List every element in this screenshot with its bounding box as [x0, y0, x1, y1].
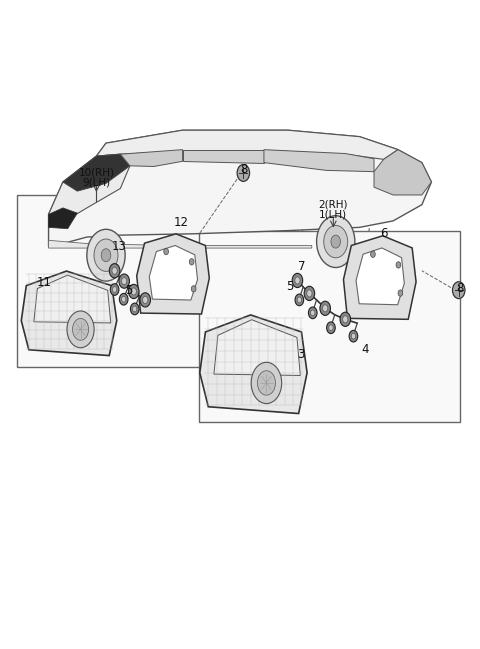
- Circle shape: [351, 333, 356, 339]
- Circle shape: [329, 324, 333, 330]
- Circle shape: [295, 294, 304, 306]
- Circle shape: [101, 249, 111, 262]
- Polygon shape: [137, 234, 209, 314]
- Circle shape: [129, 284, 139, 299]
- Bar: [199, 230, 460, 422]
- Text: 8: 8: [456, 282, 464, 295]
- Circle shape: [112, 267, 117, 275]
- Circle shape: [140, 293, 151, 307]
- Circle shape: [371, 251, 375, 258]
- Polygon shape: [34, 275, 111, 323]
- Text: 9(LH): 9(LH): [83, 177, 110, 187]
- Text: 6: 6: [380, 227, 387, 240]
- Text: 1(LH): 1(LH): [319, 210, 348, 219]
- Text: 11: 11: [36, 276, 51, 289]
- Text: 5: 5: [287, 280, 294, 293]
- Polygon shape: [200, 315, 307, 413]
- Circle shape: [109, 263, 120, 278]
- Circle shape: [453, 282, 465, 299]
- Circle shape: [323, 305, 328, 312]
- Circle shape: [292, 273, 303, 288]
- Circle shape: [94, 239, 118, 271]
- Circle shape: [349, 330, 358, 342]
- Circle shape: [295, 277, 300, 284]
- Polygon shape: [21, 271, 117, 356]
- Circle shape: [320, 301, 330, 315]
- Circle shape: [120, 293, 128, 305]
- Circle shape: [317, 215, 355, 267]
- Polygon shape: [182, 150, 264, 163]
- Circle shape: [309, 307, 317, 319]
- Polygon shape: [48, 240, 312, 248]
- Circle shape: [237, 165, 250, 181]
- Circle shape: [398, 290, 403, 297]
- Polygon shape: [264, 150, 374, 172]
- Circle shape: [119, 274, 130, 288]
- Polygon shape: [149, 245, 198, 300]
- Polygon shape: [374, 150, 432, 195]
- Circle shape: [343, 316, 348, 323]
- Circle shape: [132, 306, 137, 312]
- Circle shape: [297, 297, 301, 303]
- Circle shape: [396, 262, 401, 268]
- Circle shape: [121, 297, 126, 302]
- Polygon shape: [48, 208, 77, 228]
- Text: 4: 4: [361, 343, 369, 356]
- Circle shape: [67, 311, 94, 348]
- Circle shape: [131, 288, 136, 295]
- Text: 12: 12: [174, 215, 189, 228]
- Text: 13: 13: [112, 240, 127, 253]
- Text: 3: 3: [298, 349, 305, 361]
- Polygon shape: [48, 130, 432, 247]
- Circle shape: [340, 312, 350, 326]
- Circle shape: [121, 278, 127, 285]
- Polygon shape: [214, 320, 300, 376]
- Polygon shape: [356, 248, 404, 305]
- Polygon shape: [96, 130, 398, 160]
- Polygon shape: [48, 154, 130, 227]
- Circle shape: [143, 297, 148, 304]
- Circle shape: [331, 235, 340, 248]
- Circle shape: [307, 290, 312, 297]
- Polygon shape: [63, 154, 130, 191]
- Circle shape: [72, 319, 89, 340]
- Circle shape: [324, 225, 348, 258]
- Circle shape: [131, 303, 139, 315]
- Circle shape: [257, 371, 276, 395]
- Text: 2(RH): 2(RH): [319, 200, 348, 210]
- Circle shape: [311, 310, 315, 316]
- Circle shape: [304, 286, 315, 300]
- Text: 10(RH): 10(RH): [78, 167, 114, 177]
- Text: 7: 7: [298, 260, 305, 273]
- Polygon shape: [120, 150, 182, 167]
- Circle shape: [326, 322, 335, 334]
- Polygon shape: [344, 236, 416, 319]
- Circle shape: [189, 258, 194, 265]
- Circle shape: [110, 284, 119, 295]
- Circle shape: [191, 286, 196, 292]
- Circle shape: [164, 249, 168, 255]
- Bar: [17, 195, 242, 367]
- Text: 8: 8: [240, 162, 248, 176]
- Circle shape: [112, 287, 117, 293]
- Circle shape: [87, 229, 125, 281]
- Text: 5: 5: [125, 284, 132, 297]
- Circle shape: [251, 362, 282, 404]
